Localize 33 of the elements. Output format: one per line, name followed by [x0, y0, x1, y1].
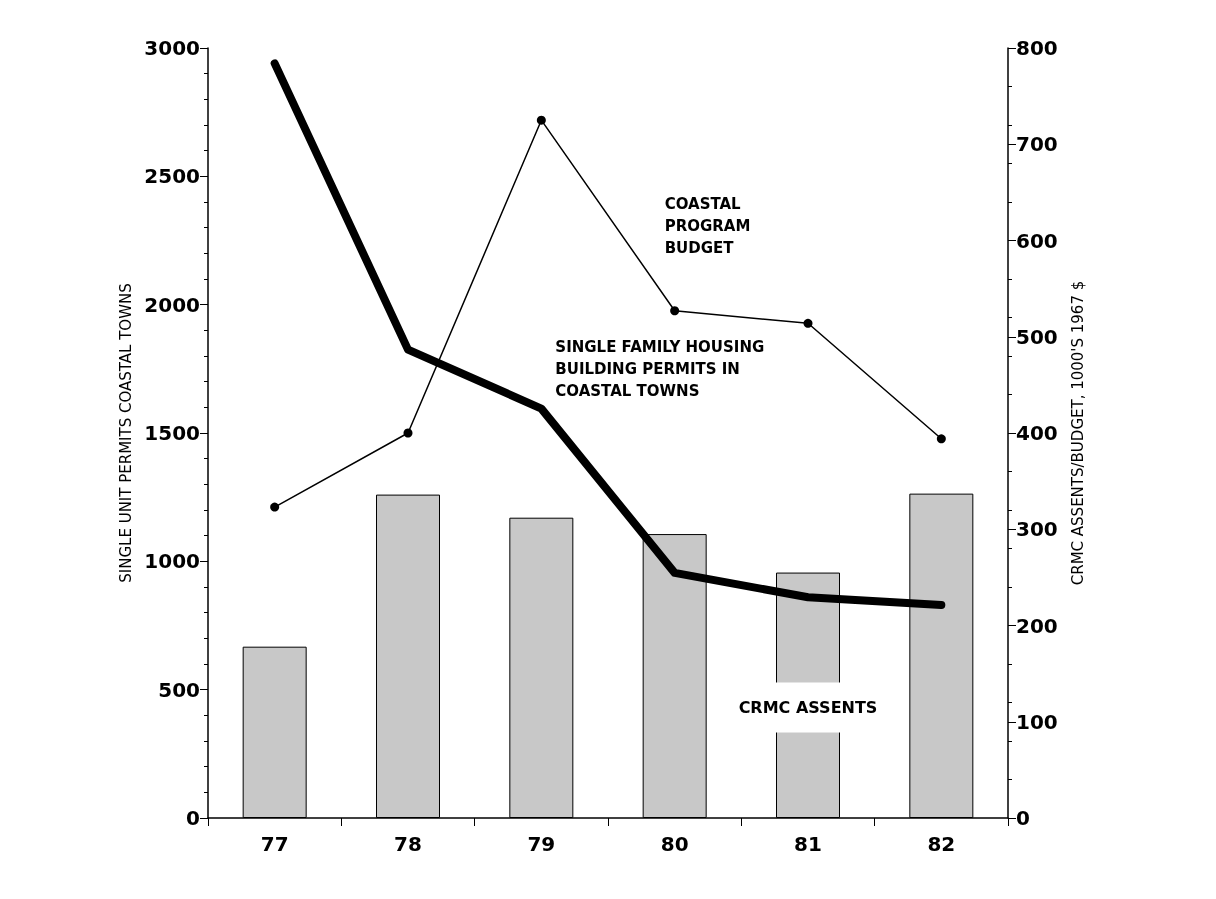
y2-tick-label: 500 — [1016, 324, 1058, 349]
y2-tick-label: 700 — [1016, 132, 1058, 157]
y2-tick-label: 300 — [1016, 517, 1058, 542]
point — [670, 306, 680, 316]
point — [403, 428, 413, 438]
y2-axis-title: CRMC ASSENTS/BUDGET, 1000'S 1967 $ — [1068, 280, 1087, 586]
y-tick-label: 0 — [186, 806, 200, 830]
x-tick-label: 80 — [660, 832, 689, 856]
x-tick-label: 78 — [394, 832, 422, 856]
x-tick-label: 82 — [927, 832, 956, 856]
y-tick-label: 1000 — [144, 549, 200, 574]
series-label: COASTAL PROGRAM BUDGET — [664, 194, 751, 257]
point — [803, 318, 813, 328]
y2-tick-label: 0 — [1016, 806, 1030, 830]
y2-tick-label: 800 — [1016, 36, 1058, 60]
x-tick-label: 79 — [527, 832, 556, 856]
point — [270, 502, 280, 512]
y-tick-label: 3000 — [144, 36, 200, 60]
series-label: CRMC ASSENTS — [738, 698, 878, 718]
y-tick-label: 2000 — [144, 292, 200, 317]
y2-tick-label: 100 — [1016, 709, 1058, 734]
point — [536, 115, 546, 125]
y2-tick-label: 600 — [1016, 228, 1058, 253]
y-axis-title: SINGLE UNIT PERMITS COASTAL TOWNS — [116, 283, 135, 583]
y2-tick-label: 400 — [1016, 421, 1058, 445]
series-label: SINGLE FAMILY HOUSING BUILDING PERMITS IN COASTAL TOWNS — [555, 337, 765, 400]
y-tick-label: 500 — [158, 677, 200, 702]
y-tick-label: 1500 — [144, 421, 200, 445]
x-tick-label: 77 — [260, 832, 289, 856]
point — [936, 434, 946, 444]
x-tick-label: 81 — [794, 832, 822, 856]
y-tick-label: 2500 — [144, 164, 200, 189]
y2-tick-label: 200 — [1016, 613, 1058, 638]
